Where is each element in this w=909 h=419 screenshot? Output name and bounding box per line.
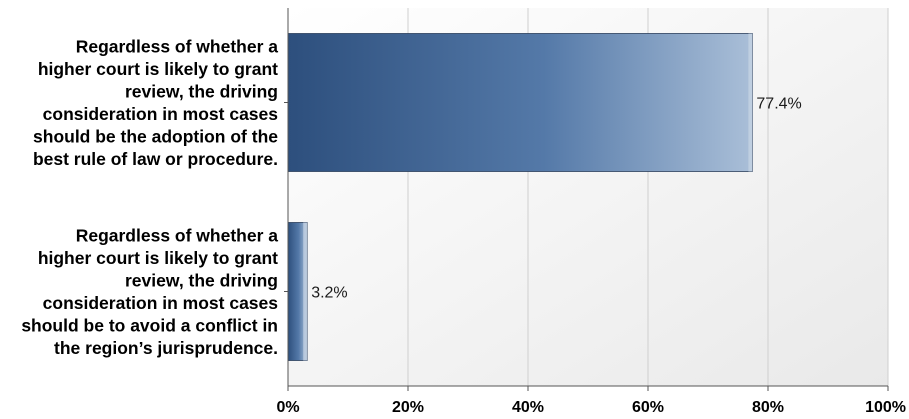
category-label-0-line-2: review, the driving [125,81,278,101]
category-label-0: Regardless of whether a higher court is l… [33,36,278,169]
x-tick-label-3: 60% [632,399,664,416]
data-label-1: 3.2% [311,285,347,302]
category-label-1-line-4: should be to avoid a conflict in [21,315,278,335]
bar-edge-0 [748,33,753,172]
category-label-1-line-2: review, the driving [125,270,278,290]
x-tick-label-1: 20% [392,399,424,416]
category-label-0-line-1: higher court is likely to grant [38,59,278,79]
category-label-1-line-5: the region’s jurisprudence. [54,338,278,358]
x-tick-label-0: 0% [276,399,299,416]
x-tick-label-5: 100% [865,399,906,416]
x-tick-label-4: 80% [752,399,784,416]
category-labels: Regardless of whether a higher court is l… [21,36,288,358]
axes [287,8,888,387]
category-label-0-line-3: consideration in most cases [43,104,279,124]
bar-0 [287,33,753,172]
data-label-0: 77.4% [756,96,801,113]
category-label-1: Regardless of whether a higher court is l… [21,225,278,358]
category-label-1-line-3: consideration in most cases [43,293,279,313]
x-tick-labels: 0% 20% 40% 60% 80% 100% [276,386,906,416]
x-tick-label-2: 40% [512,399,544,416]
category-label-0-line-4: should be the adoption of the [33,126,278,146]
category-label-0-line-0: Regardless of whether a [76,36,279,56]
category-label-0-line-5: best rule of law or procedure. [33,149,278,169]
bar-edge-1 [303,222,308,361]
category-label-1-line-1: higher court is likely to grant [38,248,278,268]
data-labels: 77.4% 3.2% [311,96,802,302]
category-label-1-line-0: Regardless of whether a [76,225,279,245]
